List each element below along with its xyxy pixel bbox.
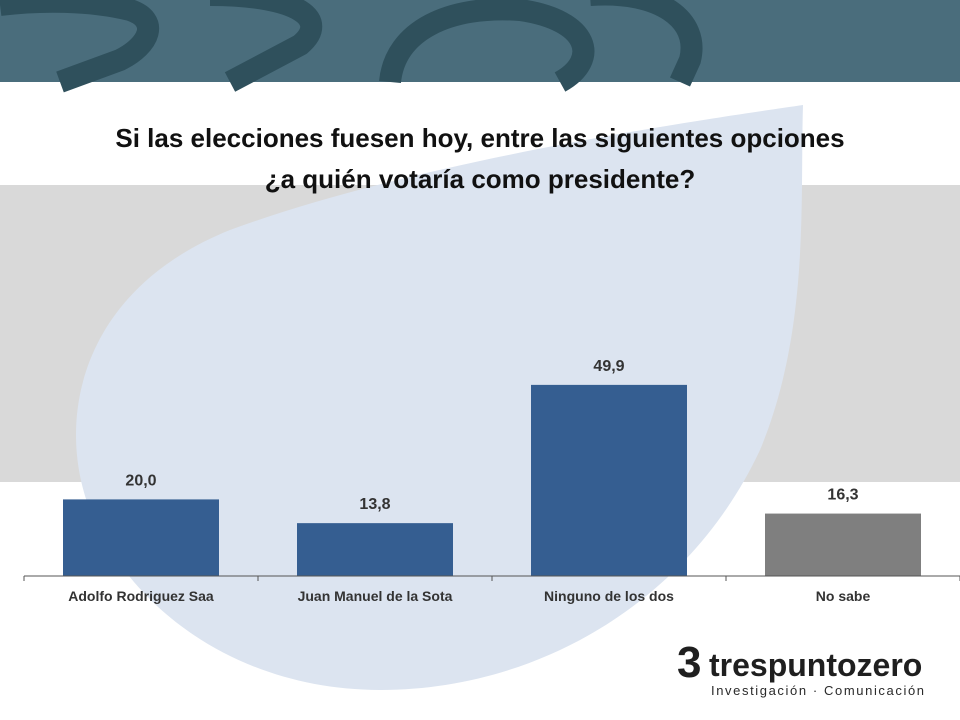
category-label-1: Adolfo Rodriguez Saa xyxy=(68,588,214,604)
logo-mark: 3 xyxy=(677,638,702,687)
category-label-2: Juan Manuel de la Sota xyxy=(298,588,453,604)
category-labels-group: Adolfo Rodriguez Saa Juan Manuel de la So… xyxy=(68,588,870,604)
category-label-3: Ninguno de los dos xyxy=(544,588,674,604)
value-label-4: 16,3 xyxy=(827,487,858,504)
chart-title: Si las elecciones fuesen hoy, entre las … xyxy=(0,118,960,200)
header-shape-4 xyxy=(590,0,703,87)
value-label-2: 13,8 xyxy=(359,496,390,513)
logo-name: trespuntozero xyxy=(709,647,923,683)
chart-title-line-2: ¿a quién votaría como presidente? xyxy=(264,164,696,194)
bar-3 xyxy=(531,384,687,576)
value-label-1: 20,0 xyxy=(125,472,156,489)
header-shape-1 xyxy=(0,0,160,93)
value-label-3: 49,9 xyxy=(593,358,624,375)
bars-group xyxy=(63,384,921,576)
bar-1 xyxy=(63,499,219,576)
x-axis-ticks xyxy=(23,576,960,581)
company-logo: 3 trespuntozero Investigación · Comunica… xyxy=(677,641,937,702)
header-shape-3 xyxy=(379,0,595,92)
header-decoration xyxy=(0,0,703,93)
bar-4 xyxy=(765,513,921,576)
logo-tagline: Investigación · Comunicación xyxy=(711,683,926,698)
category-label-4: No sabe xyxy=(816,588,871,604)
bar-2 xyxy=(297,523,453,576)
header-shape-2 xyxy=(209,0,323,92)
value-labels-group: 20,0 13,8 49,9 16,3 xyxy=(125,358,858,513)
chart-title-line-1: Si las elecciones fuesen hoy, entre las … xyxy=(115,123,845,153)
